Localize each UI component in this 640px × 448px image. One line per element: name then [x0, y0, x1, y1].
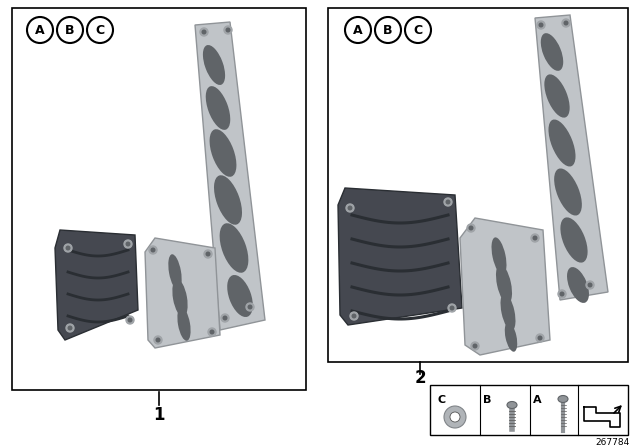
- Circle shape: [564, 21, 568, 25]
- Circle shape: [248, 305, 252, 309]
- Circle shape: [202, 30, 206, 34]
- Circle shape: [471, 342, 479, 350]
- Text: 1: 1: [153, 406, 164, 424]
- Text: B: B: [383, 23, 393, 36]
- Circle shape: [27, 17, 53, 43]
- Circle shape: [64, 244, 72, 252]
- Ellipse shape: [500, 293, 515, 331]
- Circle shape: [560, 292, 564, 296]
- Circle shape: [537, 21, 545, 29]
- Circle shape: [87, 17, 113, 43]
- Circle shape: [149, 246, 157, 254]
- Text: B: B: [483, 395, 492, 405]
- Polygon shape: [55, 230, 138, 340]
- Circle shape: [540, 23, 543, 27]
- Circle shape: [224, 26, 232, 34]
- Circle shape: [68, 326, 72, 330]
- Circle shape: [128, 318, 132, 322]
- Circle shape: [352, 314, 356, 318]
- Circle shape: [450, 412, 460, 422]
- Circle shape: [536, 334, 544, 342]
- Circle shape: [200, 28, 208, 36]
- Text: B: B: [65, 23, 75, 36]
- Circle shape: [531, 234, 539, 242]
- Ellipse shape: [567, 267, 589, 303]
- Circle shape: [66, 324, 74, 332]
- Ellipse shape: [214, 175, 242, 225]
- Circle shape: [154, 336, 162, 344]
- Circle shape: [206, 252, 210, 256]
- Circle shape: [204, 250, 212, 258]
- Text: C: C: [95, 23, 104, 36]
- Ellipse shape: [496, 264, 512, 304]
- Ellipse shape: [177, 307, 191, 341]
- Text: 2: 2: [414, 369, 426, 387]
- Ellipse shape: [505, 322, 517, 352]
- Circle shape: [126, 242, 130, 246]
- Circle shape: [156, 338, 160, 342]
- Circle shape: [375, 17, 401, 43]
- Circle shape: [223, 316, 227, 320]
- Polygon shape: [338, 188, 462, 325]
- Circle shape: [588, 283, 592, 287]
- Ellipse shape: [507, 401, 517, 409]
- Circle shape: [350, 312, 358, 320]
- Circle shape: [208, 328, 216, 336]
- Ellipse shape: [168, 254, 182, 290]
- Ellipse shape: [172, 279, 188, 317]
- Circle shape: [126, 316, 134, 324]
- Circle shape: [345, 17, 371, 43]
- Ellipse shape: [561, 217, 588, 263]
- Circle shape: [467, 224, 475, 232]
- Circle shape: [348, 206, 352, 210]
- Polygon shape: [195, 22, 265, 330]
- Circle shape: [562, 19, 570, 27]
- Ellipse shape: [209, 129, 236, 177]
- Circle shape: [444, 406, 466, 428]
- Circle shape: [446, 200, 450, 204]
- Circle shape: [151, 248, 155, 252]
- Text: 267784: 267784: [595, 438, 629, 447]
- Ellipse shape: [205, 86, 230, 130]
- Text: C: C: [413, 23, 422, 36]
- Text: C: C: [438, 395, 446, 405]
- Ellipse shape: [203, 45, 225, 85]
- Circle shape: [450, 306, 454, 310]
- Ellipse shape: [541, 33, 563, 71]
- Circle shape: [124, 240, 132, 248]
- Circle shape: [246, 303, 254, 311]
- Circle shape: [538, 336, 542, 340]
- Polygon shape: [460, 218, 550, 355]
- Text: A: A: [533, 395, 541, 405]
- Ellipse shape: [545, 74, 570, 118]
- Circle shape: [469, 226, 473, 230]
- Bar: [328, 8, 628, 362]
- Circle shape: [66, 246, 70, 250]
- Circle shape: [346, 204, 354, 212]
- Polygon shape: [535, 15, 608, 300]
- Ellipse shape: [227, 275, 253, 317]
- Ellipse shape: [220, 223, 248, 273]
- Ellipse shape: [548, 120, 575, 167]
- Ellipse shape: [558, 396, 568, 402]
- Circle shape: [473, 344, 477, 348]
- Circle shape: [533, 236, 537, 240]
- Bar: [430, 385, 628, 435]
- Circle shape: [221, 314, 229, 322]
- Circle shape: [444, 198, 452, 206]
- Circle shape: [226, 28, 230, 32]
- Bar: [12, 8, 306, 390]
- Ellipse shape: [492, 237, 506, 275]
- Circle shape: [448, 304, 456, 312]
- Ellipse shape: [554, 168, 582, 215]
- Circle shape: [210, 330, 214, 334]
- Circle shape: [405, 17, 431, 43]
- Circle shape: [57, 17, 83, 43]
- Polygon shape: [145, 238, 220, 348]
- Text: A: A: [353, 23, 363, 36]
- Circle shape: [558, 290, 566, 298]
- Circle shape: [586, 281, 594, 289]
- Text: A: A: [35, 23, 45, 36]
